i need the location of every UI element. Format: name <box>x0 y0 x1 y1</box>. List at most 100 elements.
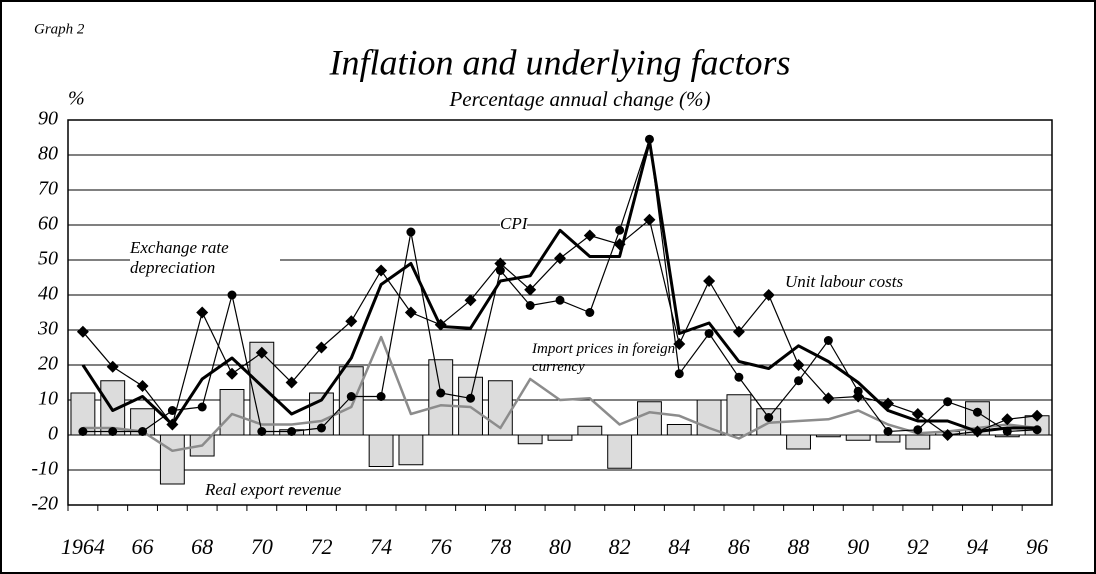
point <box>943 397 953 407</box>
x-tick-label: 84 <box>668 534 690 559</box>
bar <box>159 434 185 485</box>
y-tick-label: 0 <box>48 423 58 445</box>
bar <box>398 434 424 466</box>
bar <box>905 434 931 450</box>
point <box>585 308 595 317</box>
point <box>76 325 89 338</box>
annotation: Import prices in foreign currency <box>532 341 676 375</box>
y-tick-label: -10 <box>31 458 58 480</box>
point <box>583 229 596 242</box>
point <box>315 341 328 354</box>
point <box>287 427 297 436</box>
point <box>823 336 833 345</box>
point <box>167 406 177 415</box>
plot-area <box>67 119 1053 506</box>
point <box>525 301 535 310</box>
point <box>762 289 775 301</box>
bar <box>547 434 573 441</box>
bar <box>368 434 394 467</box>
y-tick-label: 60 <box>38 213 58 235</box>
point <box>494 257 507 270</box>
point <box>196 306 209 319</box>
y-tick-label: 90 <box>38 108 58 130</box>
y-tick-label: 30 <box>37 318 58 340</box>
point <box>555 295 565 305</box>
point <box>794 376 804 386</box>
bar <box>517 434 543 445</box>
point <box>495 266 505 275</box>
point <box>792 359 805 371</box>
point <box>108 427 118 436</box>
x-tick-label: 1964 <box>61 534 105 559</box>
x-tick-label: 74 <box>370 534 392 559</box>
x-tick-label: 92 <box>907 534 929 559</box>
bar <box>577 425 603 436</box>
point <box>464 294 477 307</box>
point <box>346 392 356 401</box>
point <box>911 408 924 420</box>
bar <box>219 389 245 436</box>
point <box>822 392 835 405</box>
x-tick-label: 80 <box>549 534 571 559</box>
point <box>136 380 149 392</box>
point <box>643 213 656 226</box>
x-tick-label: 66 <box>132 534 154 559</box>
point <box>226 367 238 380</box>
x-tick-label: 72 <box>310 534 332 559</box>
bar <box>815 434 841 438</box>
annotation: Unit labour costs <box>785 272 904 292</box>
x-tick-label: 86 <box>728 534 750 559</box>
point <box>764 413 774 422</box>
chart-title: Inflation and underlying factors <box>329 42 791 82</box>
point <box>257 427 267 436</box>
graph-label: Graph 2 <box>34 21 85 37</box>
bar <box>786 434 811 450</box>
point <box>78 427 88 436</box>
point <box>524 283 537 296</box>
point <box>376 392 386 401</box>
point <box>316 423 326 433</box>
bar <box>875 434 901 443</box>
point <box>406 227 416 237</box>
y-tick-label: 40 <box>38 283 58 305</box>
point <box>285 376 298 389</box>
x-tick-label: 68 <box>191 534 213 559</box>
point <box>1001 413 1014 426</box>
annotation: Real export revenue <box>205 480 342 499</box>
line <box>82 335 1038 453</box>
x-tick-label: 82 <box>609 534 631 559</box>
y-tick-label: 80 <box>38 143 58 165</box>
y-unit: % <box>68 88 85 110</box>
point <box>734 372 744 382</box>
point <box>436 388 446 398</box>
bar <box>726 394 752 436</box>
y-tick-label: 10 <box>38 388 58 410</box>
point <box>703 275 716 287</box>
chart-subtitle: Percentage annual change (%) <box>448 87 710 111</box>
x-tick-label: 76 <box>430 534 452 559</box>
point <box>466 393 476 403</box>
point <box>644 134 654 144</box>
point <box>554 252 566 265</box>
point <box>227 290 237 300</box>
point <box>674 369 684 379</box>
point <box>197 402 207 412</box>
x-tick-label: 70 <box>251 534 273 559</box>
point <box>852 390 865 403</box>
x-tick-label: 78 <box>489 534 511 559</box>
bar <box>845 434 871 441</box>
point <box>732 325 745 338</box>
point <box>375 264 388 277</box>
x-tick-label: 96 <box>1026 534 1048 559</box>
x-tick-label: 94 <box>966 534 988 559</box>
point <box>972 407 982 417</box>
y-tick-label: -20 <box>31 493 58 515</box>
y-tick-label: 20 <box>38 353 58 375</box>
y-tick-label: 50 <box>38 248 58 270</box>
x-tick-label: 90 <box>847 534 869 559</box>
point <box>913 425 923 435</box>
bar <box>666 424 692 436</box>
